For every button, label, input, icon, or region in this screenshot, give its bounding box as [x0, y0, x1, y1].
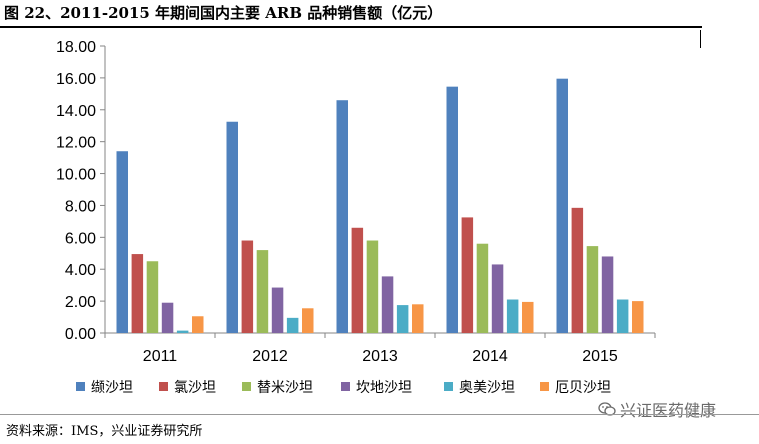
legend-swatch: [76, 382, 85, 391]
bar: [461, 217, 474, 333]
legend-label: 替米沙坦: [257, 380, 313, 396]
legend-label: 厄贝沙坦: [555, 380, 611, 396]
source-note: 资料来源：IMS，兴业证券研究所: [6, 424, 203, 439]
legend-swatch: [444, 382, 453, 391]
bar: [146, 261, 159, 333]
bar: [571, 207, 584, 333]
bar: [131, 254, 144, 333]
bar: [256, 250, 269, 333]
y-tick-label: 8.00: [65, 198, 96, 215]
bar: [286, 317, 299, 333]
legend-swatch: [341, 382, 350, 391]
y-tick-label: 4.00: [65, 262, 96, 279]
bar: [381, 276, 394, 333]
bar: [241, 240, 254, 333]
footer-divider: [0, 414, 759, 415]
bar: [192, 316, 204, 333]
x-tick-label: 2011: [143, 348, 178, 365]
wechat-icon: [598, 402, 616, 416]
watermark-text: 兴证医药健康: [620, 401, 717, 420]
legend-label: 缬沙坦: [91, 380, 133, 396]
bar: [271, 287, 284, 333]
y-tick-label: 12.00: [56, 135, 96, 152]
bar: [601, 256, 614, 333]
bar: [616, 299, 629, 333]
y-tick-label: 14.00: [56, 103, 96, 120]
bar: [336, 100, 348, 333]
bar: [116, 151, 128, 333]
bar: [412, 304, 424, 333]
bar: [556, 78, 568, 333]
y-tick-label: 10.00: [56, 167, 96, 184]
bar: [632, 301, 644, 333]
bar: [366, 240, 379, 333]
legend-swatch: [242, 382, 251, 391]
y-tick-label: 0.00: [65, 326, 96, 343]
title-divider: [0, 26, 702, 28]
watermark: 兴证医药健康: [598, 397, 716, 421]
y-tick-label: 6.00: [65, 230, 96, 247]
bar: [491, 264, 504, 333]
y-tick-label: 18.00: [56, 39, 96, 56]
bar: [506, 299, 519, 333]
bar: [522, 301, 534, 333]
bar: [302, 308, 314, 333]
corner-mark: [700, 30, 701, 48]
x-tick-label: 2014: [472, 348, 508, 365]
legend-swatch: [540, 382, 549, 391]
legend-swatch: [159, 382, 168, 391]
bar: [586, 246, 599, 333]
x-tick-label: 2013: [362, 348, 398, 365]
bar: [176, 330, 189, 333]
bar: [351, 227, 364, 333]
x-tick-label: 2015: [582, 348, 618, 365]
y-tick-label: 2.00: [65, 294, 96, 311]
y-tick-label: 16.00: [56, 71, 96, 88]
legend-label: 氯沙坦: [174, 380, 216, 396]
x-tick-label: 2012: [252, 348, 288, 365]
bar: [446, 86, 458, 334]
legend-label: 坎地沙坦: [356, 380, 412, 396]
bar: [476, 243, 489, 333]
legend-label: 奥美沙坦: [459, 379, 515, 396]
bar: [226, 121, 238, 333]
figure-title: 图 22、2011-2015 年期间国内主要 ARB 品种销售额（亿元）: [4, 4, 443, 22]
bar: [396, 305, 409, 333]
bar: [161, 302, 174, 333]
